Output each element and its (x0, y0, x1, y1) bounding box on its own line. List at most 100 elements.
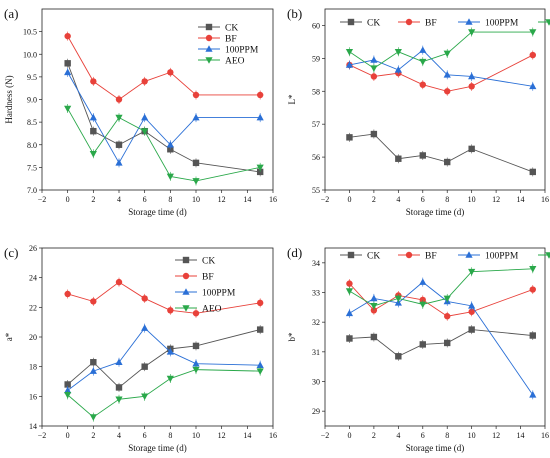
series-line (67, 329, 261, 389)
legend-label: CK (202, 257, 215, 267)
data-point (141, 295, 148, 302)
series-BF (346, 50, 536, 96)
series-line (349, 54, 533, 92)
data-point (529, 332, 536, 339)
data-point (468, 29, 476, 36)
x-tick-label: 2 (372, 431, 376, 440)
data-point (167, 307, 174, 314)
x-tick-label: −2 (321, 431, 330, 440)
data-point (166, 375, 174, 383)
data-point (192, 359, 200, 367)
panel-label: (c) (4, 245, 18, 260)
x-tick-label: 12 (492, 195, 500, 204)
data-point (529, 51, 536, 59)
x-tick-label: 10 (468, 431, 476, 440)
data-point (64, 290, 71, 298)
data-point (346, 134, 353, 141)
x-tick-label: 6 (143, 195, 147, 204)
y-tick-label: 58 (312, 87, 320, 96)
legend-item-CK: CK (340, 252, 380, 262)
x-tick-label: 10 (192, 431, 200, 440)
data-point (394, 295, 402, 303)
x-tick-label: 10 (192, 195, 200, 204)
legend-label: AEO (202, 305, 222, 315)
y-tick-label: 59 (312, 54, 320, 63)
data-point (64, 105, 72, 113)
y-tick-label: 33 (312, 289, 320, 298)
legend-item-CK: CK (198, 24, 238, 34)
legend-marker (347, 251, 355, 259)
y-tick-label: 10.0 (23, 50, 37, 59)
legend-item-BF: BF (198, 35, 237, 45)
data-point (443, 50, 451, 58)
x-tick-label: 2 (91, 195, 95, 204)
data-point (256, 91, 264, 99)
legend-marker (465, 251, 473, 258)
series-CK (64, 325, 264, 392)
data-point (468, 326, 475, 333)
y-tick-label: 14 (29, 422, 37, 431)
y-axis-label: L* (287, 94, 297, 104)
data-point (419, 301, 427, 309)
data-point (468, 308, 475, 315)
x-tick-label: 4 (396, 431, 400, 440)
data-point (443, 71, 451, 78)
legend-marker (545, 19, 550, 26)
x-tick-label: 4 (117, 195, 121, 204)
data-point (115, 141, 123, 148)
x-tick-label: 10 (468, 195, 476, 204)
data-point (89, 113, 97, 121)
data-point (394, 66, 402, 73)
data-point (468, 268, 476, 276)
x-tick-label: 12 (218, 431, 226, 440)
data-point (370, 73, 378, 80)
x-tick-label: 0 (66, 195, 70, 204)
y-tick-label: 9.0 (27, 96, 37, 105)
data-point (529, 29, 537, 36)
data-point (346, 280, 353, 287)
legend-label: BF (425, 19, 437, 29)
x-tick-label: 0 (66, 431, 70, 440)
x-tick-label: 2 (372, 195, 376, 204)
data-point (345, 309, 354, 317)
y-axis-label: b* (287, 332, 297, 342)
legend-marker (182, 305, 190, 312)
data-point (345, 48, 354, 56)
legend-item-CK: CK (175, 257, 215, 267)
data-point (64, 392, 72, 399)
data-point (89, 151, 97, 158)
legend-item-100PPM: 100PPM (458, 18, 519, 29)
series-100PPM (64, 67, 264, 168)
data-point (115, 159, 123, 166)
data-point (166, 140, 174, 148)
y-tick-label: 7.0 (27, 186, 37, 195)
data-point (529, 391, 537, 398)
legend-label: BF (425, 252, 437, 262)
data-point (370, 294, 378, 302)
data-point (345, 288, 354, 295)
x-tick-label: −2 (38, 431, 47, 440)
y-tick-label: 29 (312, 407, 320, 416)
data-point (141, 128, 149, 135)
series-BF (64, 31, 264, 104)
legend-marker (205, 23, 213, 31)
x-tick-label: −2 (38, 195, 47, 204)
x-tick-label: 16 (269, 195, 277, 204)
data-point (166, 348, 174, 355)
legend-marker (465, 18, 473, 25)
data-point (444, 313, 451, 320)
legend-item-100PPM: 100PPM (175, 288, 236, 299)
legend-item-100PPM: 100PPM (458, 251, 519, 262)
legend-marker (205, 34, 213, 42)
series-100PPM (345, 45, 537, 91)
data-point (64, 68, 72, 76)
data-point (529, 286, 536, 293)
data-point (90, 127, 97, 135)
series-AEO (64, 104, 264, 186)
data-point (64, 60, 71, 67)
data-point (192, 342, 200, 350)
legend-item-AEO: AEO (175, 305, 222, 315)
data-point (115, 96, 123, 103)
